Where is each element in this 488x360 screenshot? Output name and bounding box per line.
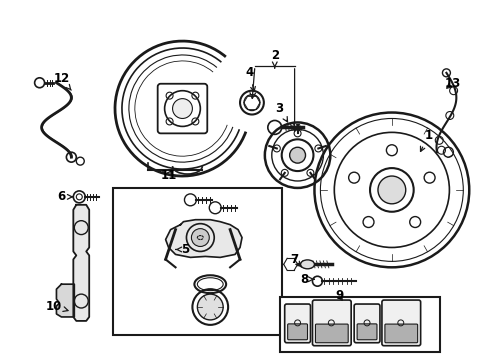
Text: 5: 5 xyxy=(175,243,189,256)
Circle shape xyxy=(289,147,305,163)
Text: 13: 13 xyxy=(444,77,460,90)
Text: 1: 1 xyxy=(420,129,432,152)
Text: 10: 10 xyxy=(45,300,68,312)
Text: 6: 6 xyxy=(57,190,72,203)
Polygon shape xyxy=(73,205,89,321)
Bar xyxy=(279,297,440,352)
Text: 7: 7 xyxy=(290,253,301,267)
Text: 11: 11 xyxy=(160,168,176,181)
Polygon shape xyxy=(165,220,242,257)
Polygon shape xyxy=(56,284,74,317)
Text: 8: 8 xyxy=(300,273,314,286)
FancyBboxPatch shape xyxy=(381,300,420,346)
Circle shape xyxy=(197,294,223,320)
Circle shape xyxy=(191,229,209,247)
Bar xyxy=(113,188,281,335)
Text: 3: 3 xyxy=(275,102,287,122)
FancyBboxPatch shape xyxy=(284,304,310,343)
Ellipse shape xyxy=(300,260,314,269)
Text: 9: 9 xyxy=(334,289,343,302)
FancyBboxPatch shape xyxy=(356,324,376,340)
Circle shape xyxy=(377,176,405,204)
FancyBboxPatch shape xyxy=(384,324,417,343)
Circle shape xyxy=(172,99,192,118)
FancyBboxPatch shape xyxy=(312,300,350,346)
Text: 12: 12 xyxy=(53,72,71,90)
FancyBboxPatch shape xyxy=(315,324,347,343)
FancyBboxPatch shape xyxy=(287,324,307,340)
FancyBboxPatch shape xyxy=(353,304,379,343)
Text: 2: 2 xyxy=(270,49,278,68)
Text: 4: 4 xyxy=(245,66,255,91)
